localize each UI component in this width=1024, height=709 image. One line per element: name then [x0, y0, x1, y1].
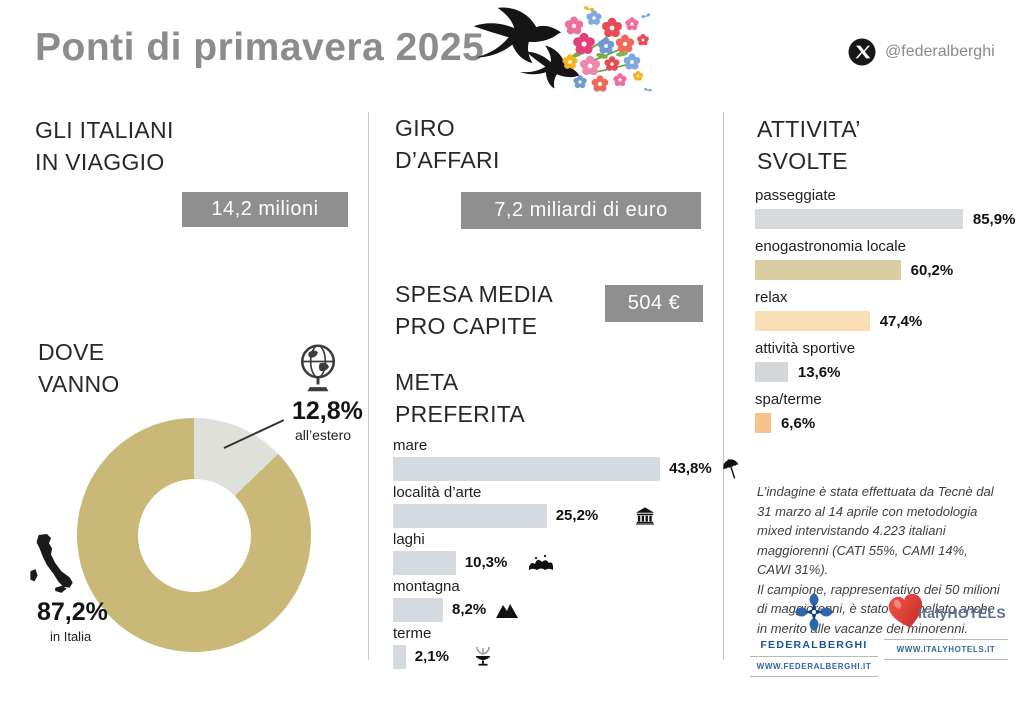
activities-bar-chart: passeggiate 85,9% enogastronomia locale … — [755, 187, 1017, 442]
travelers-value-box: 14,2 milioni — [182, 192, 348, 227]
column-divider — [368, 112, 369, 660]
spend-heading: SPESA MEDIA PRO CAPITE — [395, 281, 553, 339]
italia-percentage: 87,2% — [37, 598, 108, 626]
italyhotels-name: ItalyHOTELS — [917, 605, 1007, 621]
bar-row-terme: terme 2,1% — [393, 625, 725, 669]
bar — [755, 260, 901, 280]
heart-icon — [888, 593, 923, 628]
spend-value-box: 504 € — [605, 285, 703, 322]
methodology-paragraph: L’indagine è stata effettuata da Tecnè d… — [757, 484, 994, 577]
butterfly-icon — [583, 5, 595, 12]
activities-heading: ATTIVITA’ SVOLTE — [757, 116, 861, 174]
bar-value: 43,8% — [669, 460, 712, 477]
bar-value: 25,2% — [555, 507, 599, 524]
bar — [755, 209, 963, 229]
estero-label: all’estero — [294, 427, 352, 443]
bar — [393, 597, 444, 622]
globe-icon — [300, 344, 336, 392]
x-social-badge: @federalberghi — [848, 38, 995, 66]
federalberghi-emblem-icon — [795, 593, 833, 631]
column-divider — [723, 112, 724, 660]
bar-value: 13,6% — [797, 363, 841, 381]
bar-row-enogastronomia: enogastronomia locale 60,2% — [755, 238, 1017, 281]
bar-value: 8,2% — [452, 601, 487, 618]
bar-value: 2,1% — [414, 648, 449, 665]
business-heading: GIRO D’AFFARI — [395, 115, 500, 173]
bar-value: 6,6% — [780, 414, 816, 432]
lake-icon — [528, 554, 554, 572]
federalberghi-name: FEDERALBERGHI — [760, 639, 868, 651]
divider-line — [750, 656, 878, 657]
divider-line — [750, 676, 878, 677]
bar-row-passeggiate: passeggiate 85,9% — [755, 187, 1017, 230]
bar-value: 10,3% — [464, 554, 508, 571]
bar-row-spa-terme: spa/terme 6,6% — [755, 391, 1017, 434]
bar-row-mare: mare 43,8% — [393, 437, 739, 481]
thermal-fountain-icon — [472, 645, 494, 668]
x-handle: @federalberghi — [885, 43, 995, 60]
italy-map-icon — [30, 534, 73, 593]
bar-label: laghi — [393, 531, 425, 548]
bar — [755, 311, 870, 331]
bar — [393, 644, 406, 669]
bar-label: montagna — [393, 578, 460, 595]
bar-row-relax: relax 47,4% — [755, 289, 1017, 332]
destination-heading: META PREFERITA — [395, 369, 526, 427]
bar-row-attivita-sportive: attività sportive 13,6% — [755, 340, 1017, 383]
travelers-heading: GLI ITALIANI IN VIAGGIO — [35, 117, 174, 175]
bar-row-localita-arte: località d’arte 25,2% — [393, 484, 725, 528]
bar-label: relax — [755, 289, 788, 306]
donut-hole — [137, 478, 251, 592]
bar-row-laghi: laghi 10,3% — [393, 531, 725, 575]
x-logo-icon — [848, 38, 876, 66]
italyhotels-website: WWW.ITALYHOTELS.IT — [896, 645, 996, 654]
bar — [393, 503, 547, 528]
bar — [393, 550, 456, 575]
federalberghi-logo-card: FEDERALBERGHI WWW.FEDERALBERGHI.IT — [748, 592, 880, 682]
business-value-box: 7,2 miliardi di euro — [461, 192, 701, 229]
where-heading: DOVE VANNO — [38, 339, 120, 397]
bar — [755, 413, 771, 433]
bar-label: terme — [393, 625, 432, 642]
destination-bar-chart: mare 43,8% località d’arte 25,2% — [393, 437, 739, 672]
where-donut-chart — [77, 418, 311, 652]
bar-value: 47,4% — [879, 312, 923, 330]
bar-label: attività sportive — [755, 340, 856, 357]
beach-umbrella-icon — [721, 458, 741, 480]
bar-row-montagna: montagna 8,2% — [393, 578, 725, 622]
bar-value: 85,9% — [972, 210, 1016, 228]
page-title: Ponti di primavera 2025 — [35, 26, 485, 69]
bar-label: spa/terme — [755, 391, 822, 408]
bar — [393, 456, 661, 481]
butterfly-icon — [641, 12, 651, 19]
museum-icon — [635, 506, 655, 525]
butterfly-icon — [643, 87, 653, 92]
swallows-and-flowers-illustration — [473, 5, 653, 96]
bar-label: enogastronomia locale — [755, 238, 906, 255]
mountains-icon — [495, 601, 519, 619]
estero-percentage: 12,8% — [292, 397, 363, 425]
swallow-icon — [473, 7, 562, 64]
divider-line — [884, 659, 1008, 660]
italia-label: in Italia — [50, 629, 92, 644]
bar-label: località d’arte — [393, 484, 482, 501]
bar-label: passeggiate — [755, 187, 836, 204]
federalberghi-website: WWW.FEDERALBERGHI.IT — [756, 662, 872, 671]
divider-line — [884, 639, 1008, 640]
italyhotels-logo-card: ItalyHOTELS WWW.ITALYHOTELS.IT — [882, 592, 1010, 665]
bar — [755, 362, 788, 382]
bar-label: mare — [393, 437, 428, 454]
bar-value: 60,2% — [910, 261, 954, 279]
